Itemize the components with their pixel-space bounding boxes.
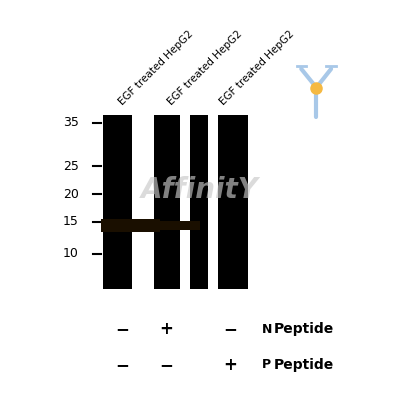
- Text: −: −: [159, 356, 173, 374]
- Text: Peptide: Peptide: [274, 322, 334, 336]
- Text: 15: 15: [63, 215, 79, 228]
- Text: 35: 35: [63, 116, 79, 129]
- Text: −: −: [116, 356, 130, 374]
- Bar: [218, 114, 248, 289]
- Text: −: −: [223, 320, 237, 338]
- Text: AffinitY: AffinitY: [141, 176, 259, 204]
- Bar: [190, 114, 208, 289]
- Text: EGF treated HepG2: EGF treated HepG2: [166, 28, 244, 107]
- Bar: [154, 114, 180, 289]
- Text: +: +: [159, 320, 173, 338]
- Bar: [152, 221, 200, 230]
- Text: N: N: [262, 322, 272, 336]
- Bar: [101, 220, 160, 232]
- Text: EGF treated HepG2: EGF treated HepG2: [116, 28, 195, 107]
- Text: EGF treated HepG2: EGF treated HepG2: [218, 28, 296, 107]
- Text: P: P: [262, 358, 271, 371]
- Bar: [103, 114, 132, 289]
- Text: 10: 10: [63, 247, 79, 260]
- Text: 25: 25: [63, 160, 79, 173]
- Text: −: −: [116, 320, 130, 338]
- Text: Peptide: Peptide: [274, 358, 334, 372]
- Text: +: +: [223, 356, 237, 374]
- Text: 20: 20: [63, 188, 79, 200]
